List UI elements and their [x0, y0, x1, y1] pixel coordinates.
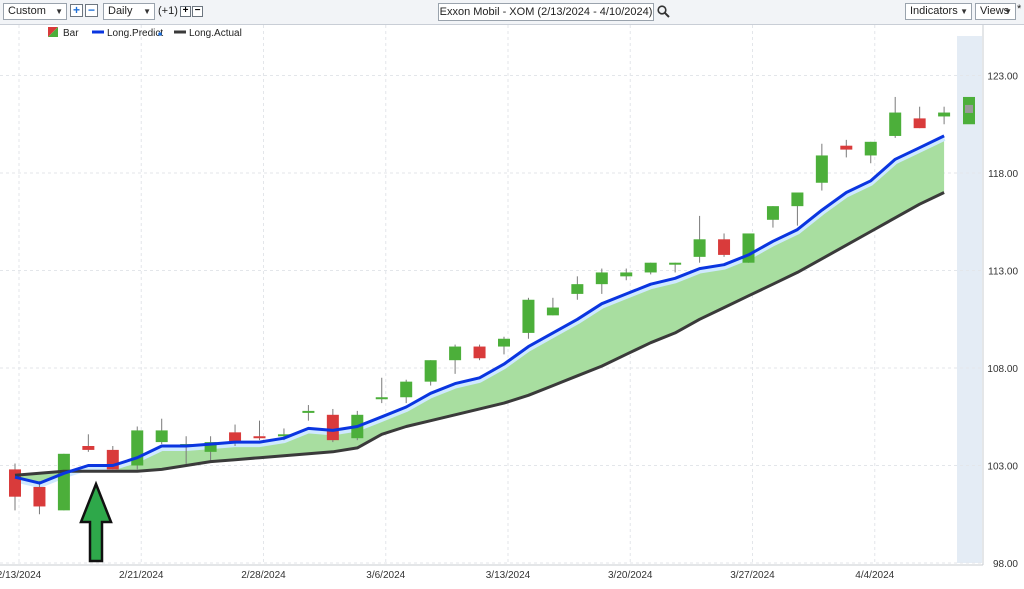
x-axis-ticks: 2/13/2024 2/21/2024 2/28/2024 3/6/2024 3/13/…	[0, 570, 895, 581]
x-tick-label: 3/27/2024	[730, 570, 775, 581]
y-tick-label: 123.00	[987, 72, 1018, 83]
x-tick-label: 2/28/2024	[241, 570, 286, 581]
candle-up	[742, 233, 755, 263]
legend-item-predict: Long.Predict	[92, 28, 163, 39]
y-tick-label: 108.00	[987, 364, 1018, 375]
long-predict-line	[14, 134, 945, 485]
chart-background	[0, 25, 1024, 589]
candle-up	[155, 430, 168, 443]
legend-label-actual: Long.Actual	[189, 28, 242, 39]
candle-up	[644, 262, 657, 273]
views-asterisk: *	[1017, 3, 1022, 15]
views-button[interactable]: Views ▼	[975, 3, 1016, 20]
candle-up	[889, 112, 902, 136]
range-select[interactable]: Custom ▼	[3, 3, 67, 20]
up-arrow-icon	[79, 480, 113, 563]
zoom-out-button[interactable]: −	[85, 4, 98, 17]
candle-up	[522, 299, 535, 333]
y-tick-label: 98.00	[993, 559, 1018, 570]
candle-up	[449, 346, 462, 361]
interval-select-value: Daily	[108, 5, 133, 17]
candle-up	[595, 272, 608, 285]
x-tick-label: 4/4/2024	[855, 570, 894, 581]
candle-down	[718, 239, 731, 255]
candle-down	[253, 436, 266, 439]
y-axis-ticks: 98.00 103.00 108.00 113.00 118.00 123.00	[987, 72, 1018, 571]
x-tick-label: 3/6/2024	[366, 570, 405, 581]
candles	[9, 96, 951, 515]
legend-label-predict: Long.Predict	[107, 28, 163, 39]
zoom-in-button[interactable]: +	[70, 4, 83, 17]
toolbar: Custom ▼ + − Daily ▼ (+1) + − Exxon Mobi…	[0, 0, 1024, 25]
predict-line-halo	[14, 135, 946, 489]
y-tick-label: 103.00	[987, 462, 1018, 473]
candle-up	[546, 307, 559, 316]
chevron-down-icon: ▼	[1004, 7, 1012, 16]
long-actual-line	[14, 191, 945, 477]
candle-up	[57, 453, 70, 511]
legend-item-actual: Long.Actual	[174, 28, 242, 39]
legend-predict-dot	[158, 32, 162, 36]
symbol-title[interactable]: Exxon Mobil - XOM (2/13/2024 - 4/10/2024…	[438, 3, 654, 21]
candle-up	[204, 442, 217, 452]
candle-up	[938, 112, 951, 117]
legend-item-bar: Bar	[48, 27, 79, 39]
candle-down	[840, 145, 853, 150]
candle-down	[33, 486, 46, 507]
chevron-down-icon: ▼	[960, 7, 968, 16]
candle-up	[571, 284, 584, 294]
candle-up	[669, 262, 682, 265]
candle-up	[693, 239, 706, 257]
x-tick-label: 2/13/2024	[0, 570, 42, 581]
projection-marker	[965, 104, 973, 113]
range-select-value: Custom	[8, 5, 46, 17]
legend: Bar Long.Predict Long.Actual	[48, 27, 242, 39]
x-tick-label: 2/21/2024	[119, 570, 164, 581]
candle-up	[864, 141, 877, 156]
candle-up	[277, 434, 290, 437]
x-tick-label: 3/13/2024	[486, 570, 531, 581]
offset-plus-button[interactable]: +	[180, 6, 191, 17]
candle-down	[326, 414, 339, 441]
candle-down	[913, 118, 926, 129]
offset-minus-button[interactable]: −	[192, 6, 203, 17]
indicators-label: Indicators	[910, 5, 958, 17]
chevron-down-icon: ▼	[55, 7, 63, 16]
candle-down	[473, 346, 486, 359]
candle-up	[620, 272, 633, 277]
candle-up	[424, 360, 437, 382]
price-chart[interactable]: 98.00 103.00 108.00 113.00 118.00 123.00 2/13…	[0, 25, 1024, 589]
candle-up	[400, 381, 413, 398]
indicators-button[interactable]: Indicators ▼	[905, 3, 972, 20]
next-day-projection	[963, 96, 975, 125]
interval-select[interactable]: Daily ▼	[103, 3, 155, 20]
x-tick-label: 3/20/2024	[608, 570, 653, 581]
candle-up	[302, 410, 315, 413]
search-icon[interactable]	[657, 5, 670, 18]
candle-up	[766, 206, 779, 220]
y-tick-label: 118.00	[988, 169, 1018, 180]
candle-up	[375, 397, 388, 400]
candle-up	[815, 155, 828, 183]
candle-up	[498, 338, 510, 347]
views-label: Views	[980, 5, 1010, 17]
offset-label: (+1)	[158, 5, 178, 17]
chevron-down-icon: ▼	[143, 7, 151, 16]
y-tick-label: 113.00	[988, 267, 1018, 278]
candle-down	[82, 446, 95, 450]
candle-up	[791, 192, 804, 207]
candle-down	[229, 432, 242, 443]
legend-label-bar: Bar	[63, 28, 79, 39]
legend-bar-swatch-up	[48, 27, 58, 37]
